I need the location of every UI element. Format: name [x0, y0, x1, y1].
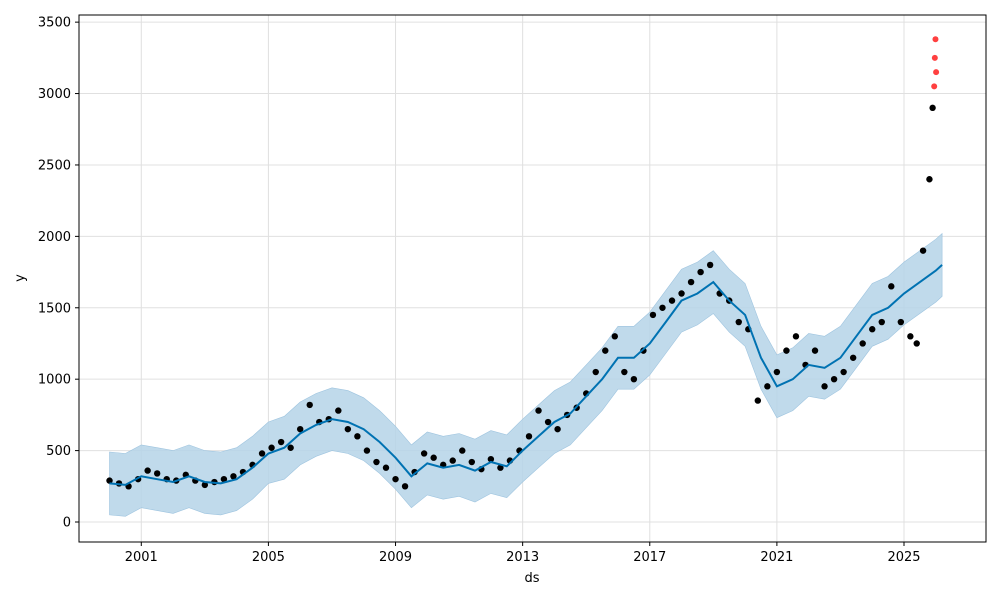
observed-point [735, 318, 742, 326]
observed-point [392, 475, 399, 483]
observed-point [821, 383, 828, 390]
observed-point [840, 368, 847, 376]
observed-point [773, 368, 781, 376]
forecast-trend-line [109, 264, 943, 486]
x-axis-label: ds [524, 571, 539, 586]
observed-point [859, 340, 866, 347]
observed-point [792, 333, 800, 340]
observed-point [849, 354, 857, 361]
y-tick-label: 3500 [38, 16, 71, 31]
observed-point [153, 470, 161, 477]
observed-point [602, 347, 609, 354]
x-tick-label: 2013 [506, 550, 539, 565]
observed-point [621, 368, 628, 376]
observed-point [888, 283, 895, 290]
observed-point [420, 450, 428, 457]
observed-point [554, 425, 561, 433]
y-tick-label: 0 [63, 516, 71, 531]
x-tick-label: 2001 [125, 550, 158, 565]
y-tick-label: 1000 [38, 373, 71, 388]
observed-point [144, 467, 151, 474]
observed-point [929, 104, 936, 112]
y-tick-label: 2500 [38, 158, 71, 173]
observed-point [783, 347, 790, 354]
y-axis: 0 500 1000 1500 2000 2500 3000 3500 [38, 16, 79, 531]
observed-point [830, 375, 838, 383]
observed-point [919, 247, 927, 254]
observed-point [811, 347, 819, 354]
observed-point [268, 444, 275, 451]
y-axis-label: y [13, 274, 28, 282]
x-tick-label: 2017 [633, 550, 666, 565]
anomaly-point [931, 83, 938, 90]
observed-point [907, 333, 914, 340]
observed-point [230, 473, 237, 480]
y-tick-label: 3000 [38, 87, 71, 102]
x-tick-label: 2021 [760, 550, 793, 565]
observed-point [497, 464, 504, 471]
observed-point [697, 268, 704, 276]
observed-point [869, 326, 876, 333]
observed-point [106, 477, 113, 484]
observed-point [449, 457, 456, 464]
observed-point [354, 433, 361, 440]
observed-point [678, 290, 685, 297]
observed-point [201, 481, 209, 489]
observed-point [649, 311, 657, 319]
observed-point [277, 438, 285, 446]
observed-point [659, 304, 666, 311]
anomaly-point [931, 54, 938, 61]
observed-point [335, 407, 342, 414]
observed-point [373, 458, 380, 466]
y-tick-label: 2000 [38, 230, 71, 245]
observed-point [630, 375, 638, 383]
observed-point [926, 176, 933, 183]
observed-point [287, 444, 294, 451]
observed-point [611, 333, 619, 340]
observed-point [220, 475, 228, 483]
observed-point [468, 458, 476, 466]
observed-point [459, 447, 466, 454]
observed-point [913, 340, 920, 347]
observed-point [878, 318, 885, 326]
observed-point [544, 418, 552, 426]
plot-frame [78, 14, 987, 543]
anomaly-point [933, 69, 940, 76]
observed-point [430, 454, 437, 461]
y-tick-label: 1500 [38, 301, 71, 316]
x-axis: 2001 2005 2009 2013 2017 2021 2025 [125, 542, 921, 565]
anomaly-points [931, 36, 940, 90]
observed-point [897, 318, 905, 326]
observed-point [754, 397, 762, 404]
observed-point [306, 401, 313, 409]
observed-point [296, 425, 304, 433]
observed-point [363, 447, 371, 454]
observed-point [382, 464, 390, 471]
x-tick-label: 2025 [887, 550, 920, 565]
observed-point [258, 450, 266, 457]
observed-point [525, 433, 533, 440]
observed-point [535, 407, 542, 414]
forecast-line [109, 264, 943, 486]
x-tick-label: 2009 [379, 550, 412, 565]
observed-point [687, 278, 695, 286]
observed-point [668, 297, 676, 304]
anomaly-point [932, 36, 939, 43]
observed-point [487, 455, 495, 463]
observed-point [344, 425, 352, 433]
y-tick-label: 500 [46, 444, 71, 459]
observed-point [401, 483, 409, 490]
x-tick-label: 2005 [252, 550, 285, 565]
observed-point [764, 383, 771, 390]
observed-point [592, 368, 599, 376]
observed-point [706, 261, 714, 269]
